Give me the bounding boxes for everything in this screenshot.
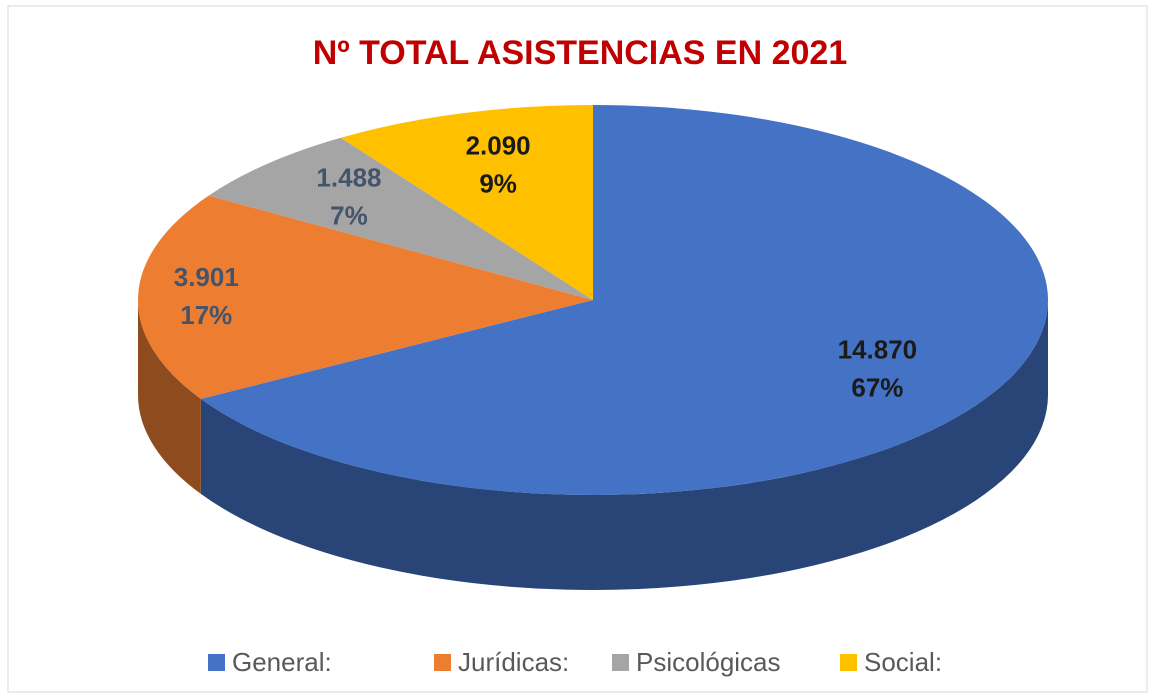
slice bbox=[340, 105, 593, 300]
legend-swatch bbox=[208, 654, 225, 671]
legend-label: Jurídicas: bbox=[458, 647, 569, 677]
legend-swatch bbox=[612, 654, 629, 671]
slice bbox=[138, 195, 594, 399]
legend-label: Social: bbox=[864, 647, 942, 677]
value-label: 3.901 bbox=[174, 262, 239, 292]
slice-side bbox=[200, 300, 1048, 590]
legend-label: General: bbox=[232, 647, 332, 677]
pie: 14.870 67% 3.901 17% 1.488 7% 2.090 9% bbox=[138, 105, 1049, 590]
legend-label: Psicológicas bbox=[636, 647, 781, 677]
legend-swatch bbox=[434, 654, 451, 671]
value-label: 14.870 bbox=[838, 335, 918, 365]
value-label: 2.090 bbox=[466, 130, 531, 160]
slice bbox=[200, 105, 1049, 496]
legend: General: Jurídicas: Psicológicas Social: bbox=[208, 647, 942, 677]
percent-label: 17% bbox=[180, 300, 232, 330]
value-label: 1.488 bbox=[316, 163, 381, 193]
slice bbox=[208, 137, 594, 300]
percent-label: 67% bbox=[851, 373, 903, 403]
slice-side bbox=[138, 300, 201, 494]
percent-label: 9% bbox=[479, 168, 517, 198]
chart-title: Nº TOTAL ASISTENCIAS EN 2021 bbox=[313, 34, 848, 72]
percent-label: 7% bbox=[330, 201, 368, 231]
legend-swatch bbox=[840, 654, 857, 671]
